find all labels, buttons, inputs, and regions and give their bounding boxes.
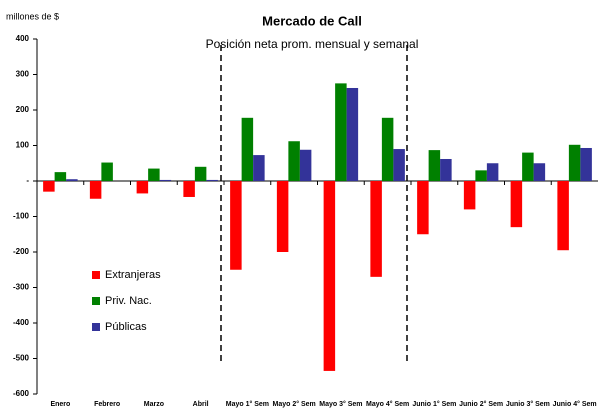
x-tick-label: Junio 1° Sem xyxy=(412,400,456,408)
y-tick-label: 400 xyxy=(16,34,30,43)
y-tick-label: 100 xyxy=(16,141,30,150)
bar xyxy=(101,162,113,181)
bar xyxy=(299,149,312,181)
bar xyxy=(346,87,359,181)
bar xyxy=(288,141,300,181)
bar xyxy=(241,117,254,181)
legend-label: Extranjeras xyxy=(105,269,161,281)
bar xyxy=(89,181,102,199)
x-tick-label: Marzo xyxy=(144,401,164,408)
x-tick-label: Enero xyxy=(50,401,70,408)
y-tick-label: -600 xyxy=(13,389,30,398)
x-tick-label: Mayo 2° Sem xyxy=(272,400,315,408)
y-tick-label: -200 xyxy=(13,247,30,256)
bar xyxy=(194,166,207,181)
legend-swatch xyxy=(92,323,100,331)
bar xyxy=(159,179,172,181)
bar xyxy=(54,172,67,181)
bar xyxy=(557,181,569,251)
legend-label: Públicas xyxy=(105,321,147,333)
bar xyxy=(43,181,55,192)
legend-swatch xyxy=(92,297,100,305)
bar xyxy=(335,83,347,181)
bar xyxy=(463,181,476,210)
bar xyxy=(417,181,429,235)
bar xyxy=(230,181,242,270)
x-tick-label: Mayo 1° Sem xyxy=(226,400,269,408)
bar xyxy=(510,181,523,228)
x-tick-label: Junio 4° Sem xyxy=(553,400,597,408)
bar xyxy=(428,150,441,181)
chart-subtitle: Posición neta prom. mensual y semanal xyxy=(206,37,419,51)
bar xyxy=(381,117,394,181)
bar xyxy=(440,158,452,181)
chart-title: Mercado de Call xyxy=(262,13,362,28)
bar xyxy=(475,170,487,181)
y-tick-label: -400 xyxy=(13,318,30,327)
bar xyxy=(66,179,78,181)
y-tick-label: -300 xyxy=(13,283,30,292)
x-tick-label: Junio 3° Sem xyxy=(506,400,550,408)
bar xyxy=(183,181,195,197)
y-tick-label: -500 xyxy=(13,354,30,363)
x-tick-label: Febrero xyxy=(94,401,120,408)
bar xyxy=(253,155,265,181)
bar xyxy=(522,152,534,181)
legend-label: Priv. Nac. xyxy=(105,295,152,307)
x-tick-label: Mayo 3° Sem xyxy=(319,400,362,408)
bar xyxy=(580,147,592,181)
y-tick-label: -100 xyxy=(13,212,30,221)
bar xyxy=(323,181,336,371)
bar xyxy=(148,168,160,181)
bar xyxy=(486,163,499,181)
y-tick-label: 300 xyxy=(16,70,30,79)
bar xyxy=(206,179,218,181)
bar xyxy=(393,149,405,181)
x-tick-label: Junio 2° Sem xyxy=(459,400,503,408)
bar xyxy=(370,181,382,277)
x-tick-label: Mayo 4° Sem xyxy=(366,400,409,408)
bar xyxy=(136,181,149,194)
y-axis-label: millones de $ xyxy=(6,11,59,21)
x-tick-label: Abril xyxy=(193,401,209,408)
y-tick-label: 200 xyxy=(16,105,30,114)
bar xyxy=(568,144,581,181)
legend-swatch xyxy=(92,271,100,279)
bar xyxy=(533,163,546,181)
bar xyxy=(276,181,289,252)
y-tick-label: - xyxy=(26,176,29,185)
